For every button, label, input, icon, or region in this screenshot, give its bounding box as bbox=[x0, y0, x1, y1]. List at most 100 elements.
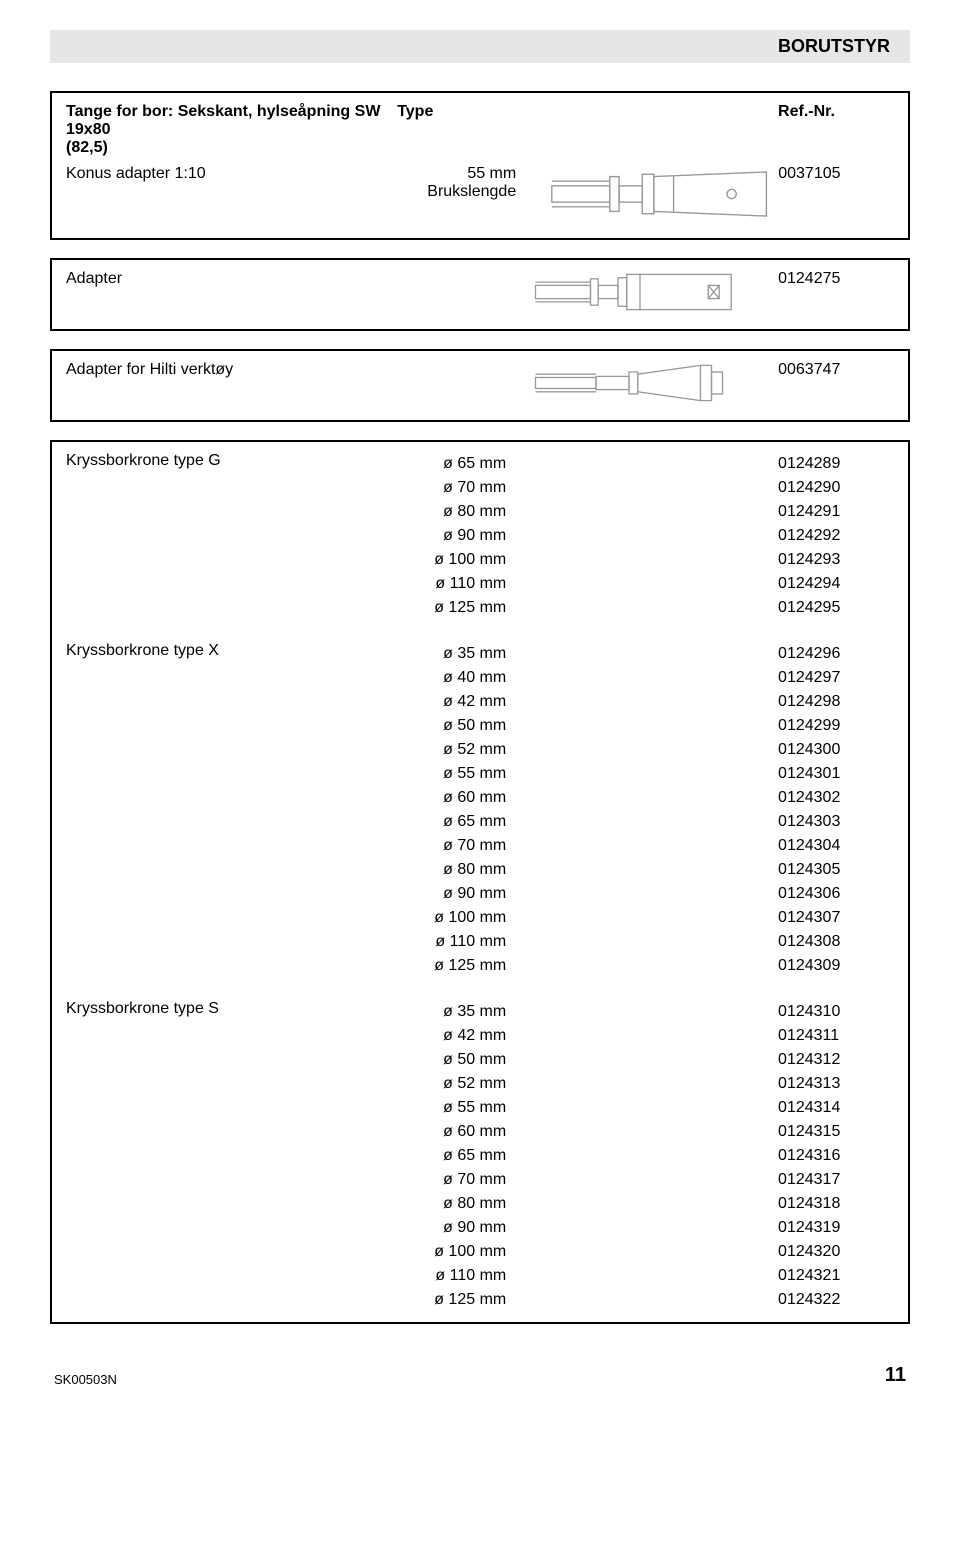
ref-value: 0124295 bbox=[778, 596, 894, 620]
ref-value: 0124291 bbox=[778, 500, 894, 524]
group-name: Kryssborkrone type X bbox=[66, 642, 397, 978]
ref-value: 0124300 bbox=[778, 738, 894, 762]
hilti-adapter-drawing-icon bbox=[530, 361, 750, 405]
block2-name: Adapter bbox=[66, 270, 530, 319]
ref-list: 0124289012429001242910124292012429301242… bbox=[778, 452, 894, 620]
product-block-3: Adapter for Hilti verktøy 0063747 bbox=[50, 349, 910, 422]
size-value: ø 70 mm bbox=[397, 1168, 506, 1192]
ref-value: 0124306 bbox=[778, 882, 894, 906]
size-value: ø 52 mm bbox=[397, 1072, 506, 1096]
product-block-2: Adapter bbox=[50, 258, 910, 331]
size-value: ø 90 mm bbox=[397, 1216, 506, 1240]
size-value: ø 80 mm bbox=[397, 858, 506, 882]
size-value: ø 35 mm bbox=[397, 1000, 506, 1024]
block1-title-line2: (82,5) bbox=[66, 139, 387, 157]
size-value: ø 125 mm bbox=[397, 1288, 506, 1312]
product-block-4: Kryssborkrone type Gø 65 mmø 70 mmø 80 m… bbox=[50, 440, 910, 1324]
footer-code: SK00503N bbox=[54, 1372, 117, 1387]
ref-value: 0124310 bbox=[778, 1000, 894, 1024]
size-value: ø 65 mm bbox=[397, 1144, 506, 1168]
block1-item-spec: 55 mm Brukslengde bbox=[397, 165, 546, 228]
ref-value: 0124309 bbox=[778, 954, 894, 978]
size-list: ø 35 mmø 40 mmø 42 mmø 50 mmø 52 mmø 55 … bbox=[397, 642, 546, 978]
ref-value: 0124307 bbox=[778, 906, 894, 930]
size-value: ø 60 mm bbox=[397, 786, 506, 810]
block3-name: Adapter for Hilti verktøy bbox=[66, 361, 530, 410]
size-value: ø 35 mm bbox=[397, 642, 506, 666]
ref-value: 0124319 bbox=[778, 1216, 894, 1240]
size-value: ø 65 mm bbox=[397, 810, 506, 834]
ref-value: 0124301 bbox=[778, 762, 894, 786]
ref-value: 0124321 bbox=[778, 1264, 894, 1288]
size-value: ø 110 mm bbox=[397, 1264, 506, 1288]
ref-value: 0124304 bbox=[778, 834, 894, 858]
adapter-drawing-icon bbox=[546, 165, 778, 223]
size-value: ø 100 mm bbox=[397, 1240, 506, 1264]
size-value: ø 65 mm bbox=[397, 452, 506, 476]
ref-value: 0124312 bbox=[778, 1048, 894, 1072]
ref-value: 0124293 bbox=[778, 548, 894, 572]
block1-item-ref: 0037105 bbox=[778, 165, 894, 228]
size-value: ø 125 mm bbox=[397, 954, 506, 978]
size-value: ø 70 mm bbox=[397, 834, 506, 858]
ref-value: 0124322 bbox=[778, 1288, 894, 1312]
size-value: ø 80 mm bbox=[397, 1192, 506, 1216]
page-container: BORUTSTYR Tange for bor: Sekskant, hylse… bbox=[0, 0, 960, 1427]
ref-value: 0124296 bbox=[778, 642, 894, 666]
ref-value: 0124297 bbox=[778, 666, 894, 690]
size-value: ø 90 mm bbox=[397, 882, 506, 906]
product-group: Kryssborkrone type Xø 35 mmø 40 mmø 42 m… bbox=[66, 642, 894, 978]
block1-title-line1: Tange for bor: Sekskant, hylseåpning SW … bbox=[66, 103, 387, 139]
ref-value: 0124302 bbox=[778, 786, 894, 810]
size-value: ø 60 mm bbox=[397, 1120, 506, 1144]
size-value: ø 100 mm bbox=[397, 906, 506, 930]
size-value: ø 52 mm bbox=[397, 738, 506, 762]
block3-ref: 0063747 bbox=[778, 361, 894, 410]
ref-value: 0124313 bbox=[778, 1072, 894, 1096]
ref-value: 0124305 bbox=[778, 858, 894, 882]
ref-value: 0124318 bbox=[778, 1192, 894, 1216]
group-name: Kryssborkrone type S bbox=[66, 1000, 397, 1312]
size-value: ø 55 mm bbox=[397, 762, 506, 786]
header-title: BORUTSTYR bbox=[778, 36, 890, 56]
ref-value: 0124316 bbox=[778, 1144, 894, 1168]
ref-value: 0124290 bbox=[778, 476, 894, 500]
page-number: 11 bbox=[885, 1364, 906, 1387]
size-value: ø 70 mm bbox=[397, 476, 506, 500]
ref-value: 0124315 bbox=[778, 1120, 894, 1144]
size-value: ø 110 mm bbox=[397, 572, 506, 596]
ref-list: 0124310012431101243120124313012431401243… bbox=[778, 1000, 894, 1312]
size-value: ø 100 mm bbox=[397, 548, 506, 572]
size-value: ø 42 mm bbox=[397, 1024, 506, 1048]
ref-value: 0124299 bbox=[778, 714, 894, 738]
page-footer: SK00503N 11 bbox=[50, 1364, 910, 1387]
size-value: ø 50 mm bbox=[397, 1048, 506, 1072]
product-group: Kryssborkrone type Sø 35 mmø 42 mmø 50 m… bbox=[66, 1000, 894, 1312]
ref-list: 0124296012429701242980124299012430001243… bbox=[778, 642, 894, 978]
ref-value: 0124320 bbox=[778, 1240, 894, 1264]
size-value: ø 55 mm bbox=[397, 1096, 506, 1120]
page-header: BORUTSTYR bbox=[50, 30, 910, 63]
size-value: ø 40 mm bbox=[397, 666, 506, 690]
ref-value: 0124311 bbox=[778, 1024, 894, 1048]
size-value: ø 50 mm bbox=[397, 714, 506, 738]
ref-value: 0124314 bbox=[778, 1096, 894, 1120]
adapter2-drawing-icon bbox=[530, 270, 750, 314]
product-group: Kryssborkrone type Gø 65 mmø 70 mmø 80 m… bbox=[66, 452, 894, 620]
ref-value: 0124303 bbox=[778, 810, 894, 834]
ref-header: Ref.-Nr. bbox=[778, 103, 894, 157]
type-header: Type bbox=[397, 103, 546, 157]
ref-value: 0124294 bbox=[778, 572, 894, 596]
size-list: ø 65 mmø 70 mmø 80 mmø 90 mmø 100 mmø 11… bbox=[397, 452, 546, 620]
size-value: ø 42 mm bbox=[397, 690, 506, 714]
size-value: ø 90 mm bbox=[397, 524, 506, 548]
product-block-1: Tange for bor: Sekskant, hylseåpning SW … bbox=[50, 91, 910, 240]
group-name: Kryssborkrone type G bbox=[66, 452, 397, 620]
ref-value: 0124289 bbox=[778, 452, 894, 476]
ref-value: 0124292 bbox=[778, 524, 894, 548]
ref-value: 0124308 bbox=[778, 930, 894, 954]
size-list: ø 35 mmø 42 mmø 50 mmø 52 mmø 55 mmø 60 … bbox=[397, 1000, 546, 1312]
size-value: ø 110 mm bbox=[397, 930, 506, 954]
ref-value: 0124317 bbox=[778, 1168, 894, 1192]
ref-value: 0124298 bbox=[778, 690, 894, 714]
